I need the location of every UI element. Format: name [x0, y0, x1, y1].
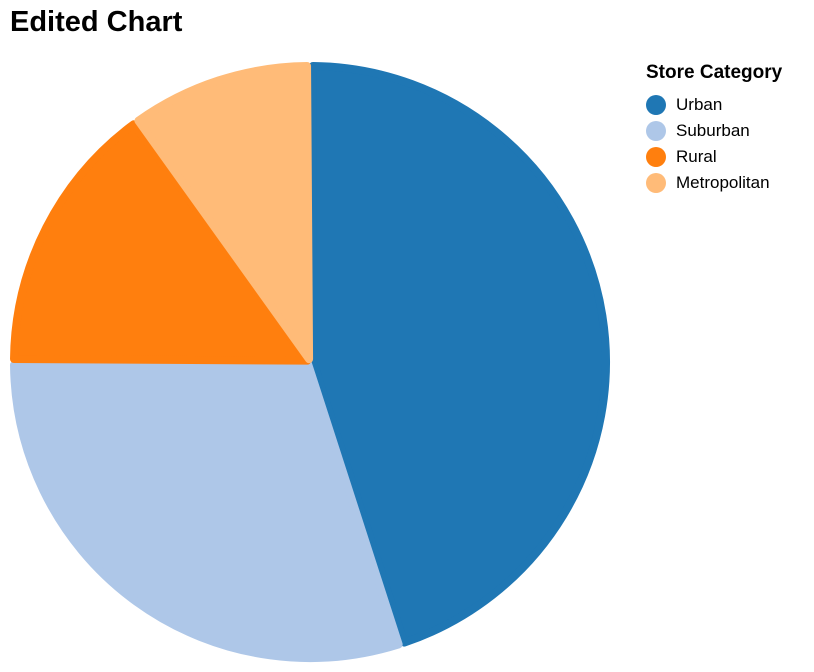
legend-label: Suburban: [676, 121, 750, 140]
legend-items: Urban Suburban Rural Metropolitan: [646, 92, 782, 196]
pie-slices: [10, 62, 610, 662]
pie-slice-urban: [308, 62, 610, 647]
legend-item-urban: Urban: [646, 92, 782, 118]
pie-slice-rural: [10, 120, 312, 365]
legend-label: Metropolitan: [676, 173, 770, 192]
legend-label: Urban: [676, 95, 723, 114]
legend-item-suburban: Suburban: [646, 118, 782, 144]
pie-slice-metropolitan: [134, 62, 314, 364]
legend-swatch: [646, 121, 666, 141]
legend-swatch: [646, 95, 666, 115]
legend: Store Category Urban Suburban Rural Metropo…: [646, 62, 782, 196]
legend-label: Rural: [676, 147, 717, 166]
legend-swatch: [646, 173, 666, 193]
legend-item-metropolitan: Metropolitan: [646, 170, 782, 196]
legend-title: Store Category: [646, 62, 783, 83]
pie-slice-suburban: [10, 360, 403, 662]
legend-swatch: [646, 147, 666, 167]
chart-title: Edited Chart: [10, 6, 183, 38]
legend-item-rural: Rural: [646, 144, 782, 170]
